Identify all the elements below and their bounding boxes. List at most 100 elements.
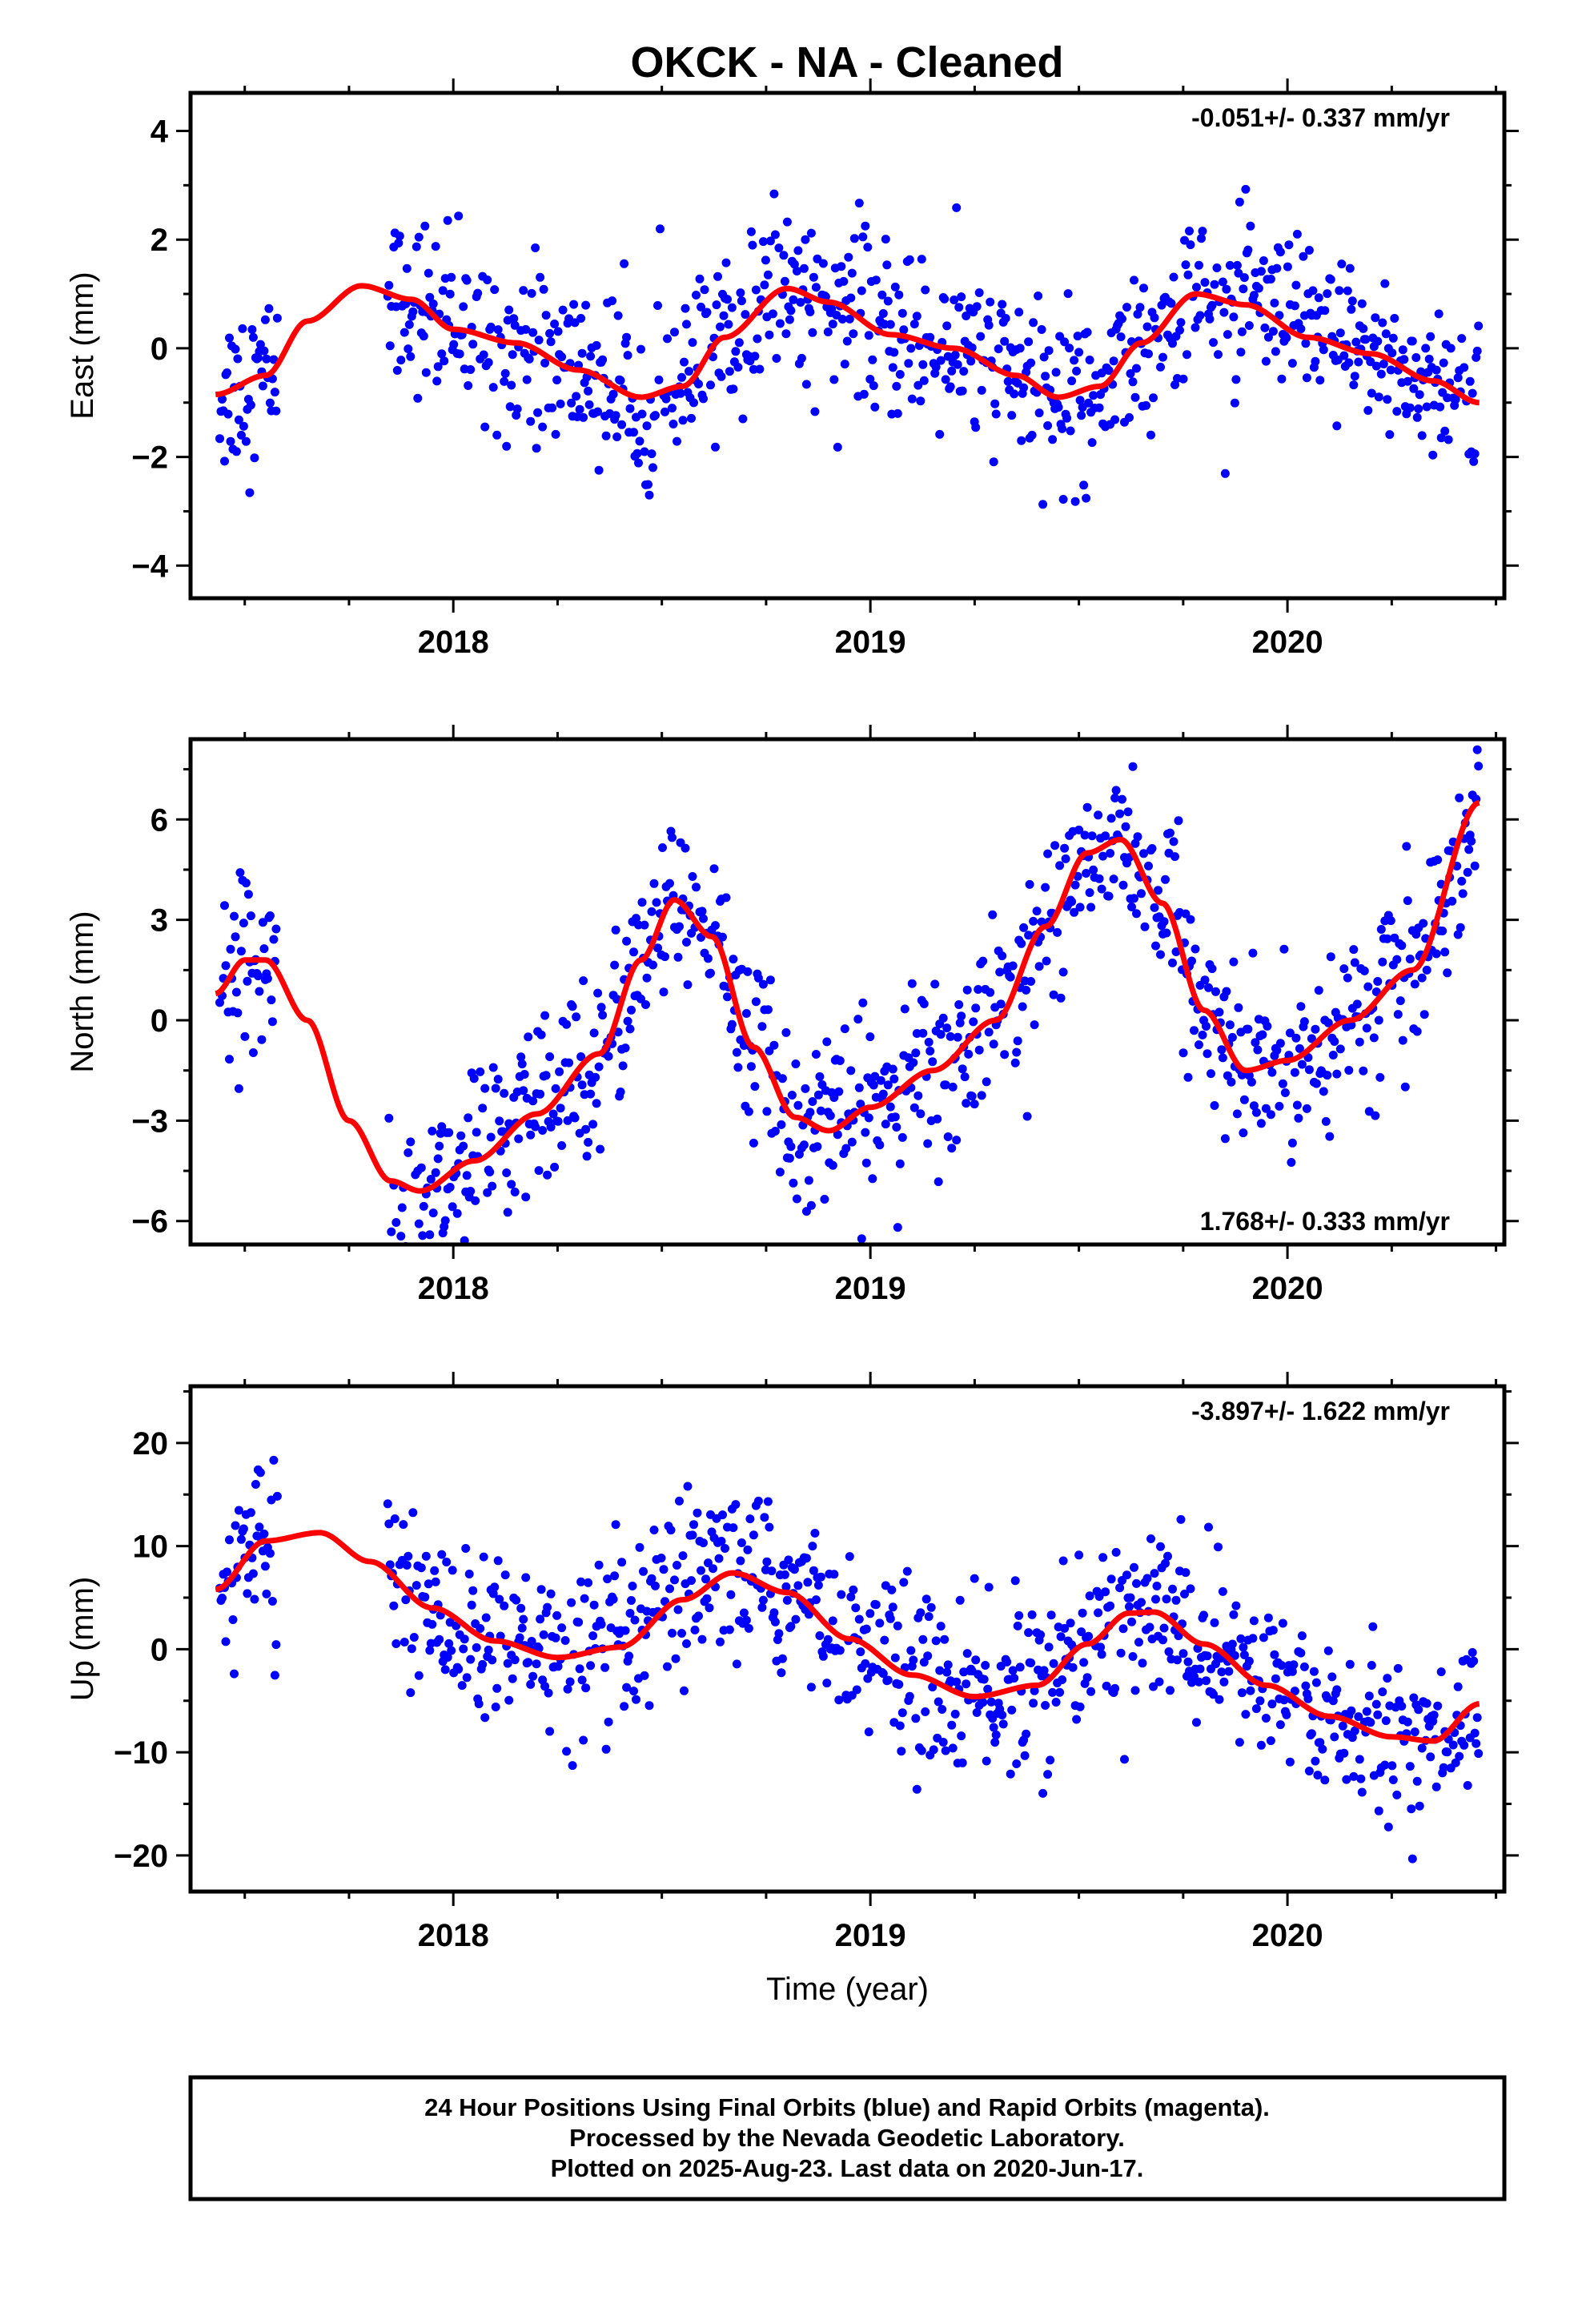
- east-data-point: [847, 268, 857, 278]
- up-data-point: [784, 1555, 793, 1565]
- east-data-point: [1409, 384, 1419, 393]
- east-data-point: [400, 328, 409, 337]
- north-data-point: [665, 879, 674, 888]
- up-data-point: [1270, 1650, 1279, 1659]
- east-data-point: [1229, 312, 1239, 322]
- north-data-point: [1159, 917, 1169, 927]
- east-data-point: [1010, 389, 1019, 399]
- up-data-point: [1256, 1740, 1266, 1750]
- east-data-point: [1139, 283, 1148, 293]
- up-data-point: [699, 1538, 708, 1548]
- east-data-point: [1411, 353, 1421, 362]
- north-data-point: [586, 1089, 596, 1099]
- up-data-point: [1407, 1854, 1417, 1864]
- east-data-point: [1231, 375, 1241, 384]
- north-data-point: [528, 1096, 538, 1106]
- east-data-point: [636, 344, 645, 354]
- east-data-point: [994, 344, 1003, 354]
- north-data-point: [1115, 809, 1125, 818]
- north-data-point: [652, 898, 661, 907]
- up-data-point: [1142, 1574, 1152, 1583]
- north-data-point: [596, 1003, 606, 1012]
- north-data-point: [611, 925, 620, 935]
- north-data-point: [840, 1024, 849, 1034]
- east-data-point: [736, 288, 745, 298]
- up-data-point: [1150, 1569, 1159, 1578]
- north-data-point: [516, 1052, 526, 1062]
- north-data-point: [592, 1099, 601, 1108]
- east-data-point: [809, 272, 818, 282]
- up-data-point: [846, 1592, 856, 1602]
- north-data-point: [967, 1092, 977, 1101]
- east-data-point: [231, 344, 240, 354]
- east-data-point: [1150, 313, 1159, 323]
- up-data-point: [435, 1634, 444, 1644]
- up-data-point: [1410, 1727, 1419, 1737]
- up-data-point: [1056, 1632, 1066, 1642]
- up-data-point: [1468, 1648, 1477, 1657]
- footer-line-3: Plotted on 2025-Aug-23. Last data on 202…: [551, 2154, 1144, 2182]
- up-data-point: [1008, 1666, 1018, 1675]
- north-data-point: [556, 1104, 565, 1113]
- up-data-point: [546, 1589, 556, 1598]
- up-data-point: [589, 1600, 599, 1610]
- north-data-point: [488, 1181, 497, 1191]
- up-data-point: [745, 1514, 755, 1524]
- east-data-point: [1015, 344, 1025, 353]
- north-data-point: [641, 1000, 650, 1009]
- north-data-point: [1104, 891, 1114, 901]
- east-data-point: [584, 386, 593, 396]
- east-data-point: [1405, 403, 1415, 412]
- north-data-point: [828, 1160, 837, 1170]
- east-data-point: [765, 330, 774, 340]
- north-data-point: [648, 960, 657, 970]
- east-data-point: [223, 368, 231, 377]
- north-data-point: [265, 911, 275, 920]
- east-data-point: [1075, 396, 1085, 405]
- up-data-point: [741, 1615, 751, 1625]
- north-data-point: [1227, 1077, 1236, 1087]
- up-data-point: [1309, 1667, 1319, 1676]
- up-data-point: [517, 1623, 527, 1633]
- up-data-point: [687, 1576, 696, 1586]
- up-data-point: [267, 1597, 277, 1606]
- up-data-point: [1268, 1626, 1278, 1635]
- east-data-point: [868, 355, 877, 364]
- north-data-point: [1150, 903, 1159, 912]
- up-data-point: [1137, 1598, 1146, 1607]
- north-data-point: [215, 998, 224, 1007]
- north-data-point: [732, 1047, 741, 1057]
- north-data-point: [640, 920, 649, 930]
- north-data-point: [918, 1028, 928, 1038]
- north-data-point: [668, 833, 677, 842]
- north-data-point: [1106, 814, 1116, 823]
- north-data-point: [1210, 1101, 1219, 1110]
- east-data-point: [1118, 314, 1126, 324]
- east-data-point: [241, 436, 251, 446]
- north-data-point: [706, 968, 715, 978]
- north-data-point: [1166, 828, 1174, 838]
- north-data-point: [459, 1141, 468, 1151]
- east-data-point: [269, 355, 279, 364]
- up-data-point: [1010, 1576, 1020, 1586]
- east-data-point: [1026, 358, 1036, 368]
- east-data-point: [634, 458, 643, 468]
- up-data-point: [553, 1662, 563, 1671]
- east-data-point: [1357, 299, 1367, 308]
- north-data-point: [1256, 1119, 1266, 1128]
- up-data-point: [1371, 1699, 1381, 1709]
- east-data-point: [1335, 286, 1344, 296]
- north-data-point: [1227, 1032, 1237, 1042]
- up-data-point: [251, 1480, 260, 1489]
- north-data-point: [958, 1064, 967, 1074]
- east-data-point: [385, 341, 395, 351]
- up-data-point: [1060, 1623, 1070, 1633]
- north-data-point: [1251, 1108, 1261, 1117]
- up-data-point: [594, 1560, 604, 1570]
- east-data-point: [857, 286, 866, 296]
- east-data-point: [1337, 259, 1347, 269]
- east-data-point: [768, 309, 777, 319]
- up-data-point: [1027, 1610, 1037, 1619]
- north-data-point: [1362, 1023, 1371, 1033]
- east-data-point: [892, 381, 901, 391]
